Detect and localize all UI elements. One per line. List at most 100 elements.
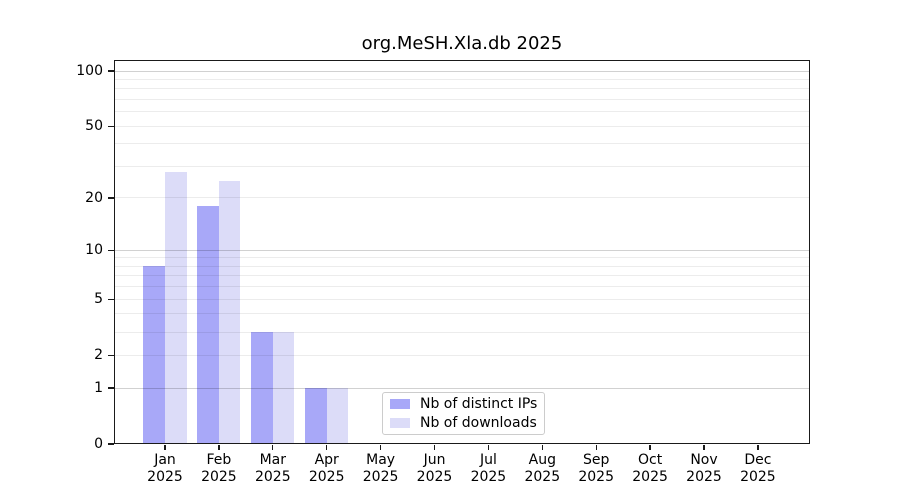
y-tick-0 [108, 443, 114, 445]
y-gridline-9 [114, 257, 810, 259]
y-tick-1 [108, 387, 114, 389]
x-tick-month: May [366, 452, 396, 468]
x-tick-year: 2025 [147, 469, 183, 485]
x-tick-month: Jul [479, 452, 497, 468]
x-tick-month: Oct [637, 452, 663, 468]
bar-distinct-ips-apr [305, 388, 327, 444]
x-tick-year: 2025 [416, 469, 453, 485]
x-tick-label-jan: Jan 2025 [133, 452, 197, 486]
y-tick-20 [108, 197, 114, 199]
x-tick-year: 2025 [470, 469, 507, 485]
legend-swatch-distinct-ips [390, 399, 410, 409]
y-gridline-50 [114, 125, 810, 127]
legend-label-distinct-ips: Nb of distinct IPs [420, 396, 538, 412]
y-gridline-10 [114, 249, 810, 251]
x-tick-month: Mar [259, 452, 286, 468]
y-gridline-6 [114, 286, 810, 288]
x-tick-label-aug: Aug 2025 [510, 452, 574, 486]
x-tick-year: 2025 [362, 469, 399, 485]
legend-label-downloads: Nb of downloads [420, 415, 537, 431]
y-gridline-1 [114, 387, 810, 389]
y-tick-label-1: 1 [94, 380, 103, 396]
y-gridline-20 [114, 197, 810, 199]
legend-row-distinct-ips: Nb of distinct IPs [390, 396, 538, 412]
y-gridline-70 [114, 99, 810, 100]
x-tick-may [379, 445, 382, 450]
x-tick-year: 2025 [578, 469, 614, 485]
x-tick-year: 2025 [308, 469, 345, 485]
x-tick-month: Sep [582, 452, 610, 468]
y-gridline-5 [114, 298, 810, 300]
bar-downloads-mar [272, 332, 295, 444]
y-gridline-7 [114, 275, 810, 277]
legend: Nb of distinct IPs Nb of downloads [382, 392, 545, 435]
x-tick-jul [487, 445, 490, 450]
x-tick-mar [272, 445, 274, 450]
y-gridline-4 [114, 313, 810, 315]
x-tick-year: 2025 [740, 469, 776, 485]
y-tick-label-2: 2 [94, 347, 103, 364]
x-tick-label-jul: Jul 2025 [456, 452, 520, 486]
y-tick-label-5: 5 [94, 291, 103, 308]
x-tick-apr [326, 445, 328, 450]
x-tick-year: 2025 [524, 469, 561, 485]
x-tick-year: 2025 [632, 469, 668, 485]
y-tick-50 [108, 125, 114, 127]
y-gridline-3 [114, 331, 810, 333]
y-tick-100 [108, 70, 114, 72]
x-tick-month: Dec [744, 452, 772, 468]
x-tick-dec [757, 445, 759, 450]
x-tick-year: 2025 [201, 469, 237, 485]
y-tick-2 [108, 354, 114, 356]
y-tick-label-50: 50 [85, 118, 103, 135]
x-tick-label-sep: Sep 2025 [564, 452, 628, 486]
bar-downloads-apr [326, 388, 349, 444]
x-tick-month: Aug [528, 452, 556, 468]
x-tick-label-mar: Mar 2025 [241, 452, 305, 486]
y-gridline-40 [114, 143, 810, 145]
x-tick-aug [541, 445, 543, 450]
y-gridline-90 [114, 78, 810, 80]
bar-distinct-ips-feb [197, 206, 219, 444]
x-tick-label-nov: Nov 2025 [672, 452, 736, 486]
x-tick-month: Jan [154, 452, 176, 468]
legend-swatch-downloads [390, 418, 410, 428]
plot-area [114, 60, 810, 444]
bar-distinct-ips-mar [251, 332, 273, 444]
legend-row-downloads: Nb of downloads [390, 415, 537, 431]
x-tick-year: 2025 [254, 469, 291, 485]
x-tick-jan [164, 445, 166, 450]
x-tick-jun [433, 445, 436, 450]
y-gridline-100 [114, 70, 810, 72]
y-tick-label-100: 100 [76, 63, 103, 79]
x-tick-oct [649, 445, 651, 450]
x-tick-sep [595, 445, 597, 450]
x-tick-nov [703, 445, 705, 450]
x-tick-label-feb: Feb 2025 [187, 452, 251, 486]
x-tick-year: 2025 [686, 469, 722, 485]
y-gridline-80 [114, 88, 810, 90]
y-tick-label-10: 10 [85, 242, 103, 259]
x-tick-label-apr: Apr 2025 [295, 452, 359, 486]
x-tick-label-oct: Oct 2025 [618, 452, 682, 486]
y-tick-5 [108, 298, 114, 300]
bar-distinct-ips-jan [143, 266, 165, 444]
y-tick-label-20: 20 [85, 189, 103, 206]
chart-title: org.MeSH.Xla.db 2025 [361, 33, 563, 54]
x-tick-month: Feb [206, 452, 232, 468]
x-tick-label-may: May 2025 [349, 452, 413, 486]
y-gridline-60 [114, 111, 810, 113]
x-tick-feb [218, 445, 220, 450]
y-gridline-30 [114, 166, 810, 167]
x-tick-month: Apr [314, 452, 339, 468]
x-tick-label-dec: Dec 2025 [726, 452, 790, 486]
y-tick-label-0: 0 [94, 436, 103, 452]
x-tick-label-jun: Jun 2025 [403, 452, 467, 486]
y-gridline-8 [114, 265, 810, 267]
y-tick-10 [108, 249, 114, 251]
bar-downloads-jan [165, 171, 187, 444]
x-tick-month: Nov [690, 452, 718, 468]
y-gridline-2 [114, 354, 810, 356]
x-tick-month: Jun [423, 452, 446, 468]
